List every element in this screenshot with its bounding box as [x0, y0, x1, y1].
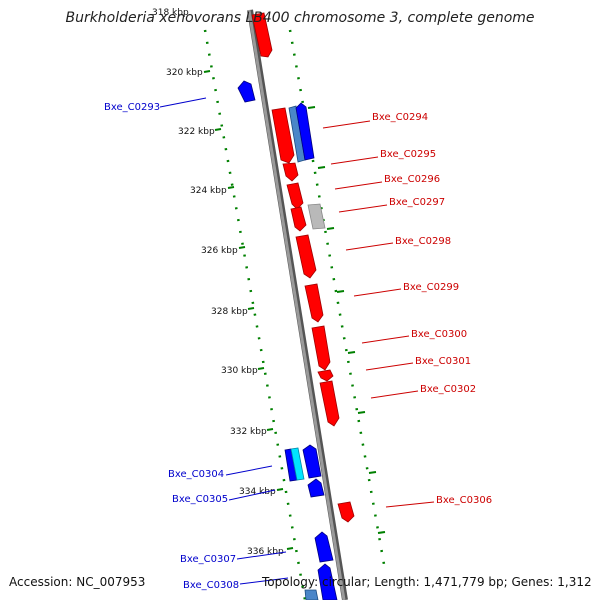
kbp-label: 334 kbp	[239, 487, 276, 497]
reverse-gene	[295, 102, 315, 161]
kbp-label: 330 kbp	[221, 366, 258, 376]
map-title: Burkholderia xenovorans LB400 chromosome…	[65, 10, 535, 26]
gene-label: Bxe_C0307	[180, 554, 236, 565]
forward-gene	[337, 501, 355, 523]
reverse-genes	[237, 80, 338, 600]
forward-genes	[251, 12, 355, 523]
inner-tick-track	[203, 29, 307, 600]
kbp-label: 324 kbp	[190, 186, 227, 196]
kbp-label: 332 kbp	[230, 427, 267, 437]
gene-label: Bxe_C0296	[384, 174, 440, 185]
genome-summary: Topology: circular; Length: 1,471,779 bp…	[262, 575, 592, 589]
accession-text: Accession: NC_007953	[9, 575, 146, 589]
forward-gene	[271, 107, 295, 164]
reverse-gene	[302, 444, 322, 479]
gene-label: Bxe_C0305	[172, 494, 228, 505]
kbp-label: 336 kbp	[247, 547, 284, 557]
kbp-label: 328 kbp	[211, 307, 248, 317]
outer-tick-track	[288, 29, 387, 571]
reverse-gene	[237, 80, 256, 103]
gene-label: Bxe_C0304	[168, 469, 224, 480]
kbp-label: 320 kbp	[166, 68, 203, 78]
forward-gene	[311, 325, 331, 371]
gene-label: Bxe_C0297	[389, 197, 445, 208]
backbone	[247, 9, 346, 600]
neutral-gene	[307, 203, 326, 230]
gene-label: Bxe_C0299	[403, 282, 459, 293]
gene-label: Bxe_C0308	[183, 580, 239, 591]
gene-label: Bxe_C0300	[411, 329, 467, 340]
forward-gene	[295, 234, 317, 279]
kbp-label: 318 kbp	[152, 8, 189, 18]
gene-label: Bxe_C0295	[380, 149, 436, 160]
gene-label: Bxe_C0298	[395, 236, 451, 247]
kbp-tick-marks	[203, 70, 386, 550]
forward-gene	[251, 12, 273, 58]
leader-lines	[159, 97, 435, 585]
kbp-label: 326 kbp	[201, 246, 238, 256]
forward-gene	[282, 162, 299, 182]
forward-gene	[319, 380, 340, 427]
gene-label: Bxe_C0302	[420, 384, 476, 395]
gene-label: Bxe_C0301	[415, 356, 471, 367]
gene-label: Bxe_C0294	[372, 112, 428, 123]
reverse-gene	[304, 589, 319, 600]
reverse-gene	[317, 563, 338, 600]
kbp-label: 322 kbp	[178, 127, 215, 137]
gene-label: Bxe_C0306	[436, 495, 492, 506]
forward-gene	[317, 369, 334, 382]
forward-gene	[286, 182, 304, 210]
forward-gene	[290, 206, 307, 232]
forward-gene	[304, 283, 324, 323]
gene-label: Bxe_C0293	[104, 102, 160, 113]
reverse-gene	[290, 447, 305, 481]
reverse-gene	[314, 531, 334, 563]
reverse-gene	[307, 478, 325, 498]
